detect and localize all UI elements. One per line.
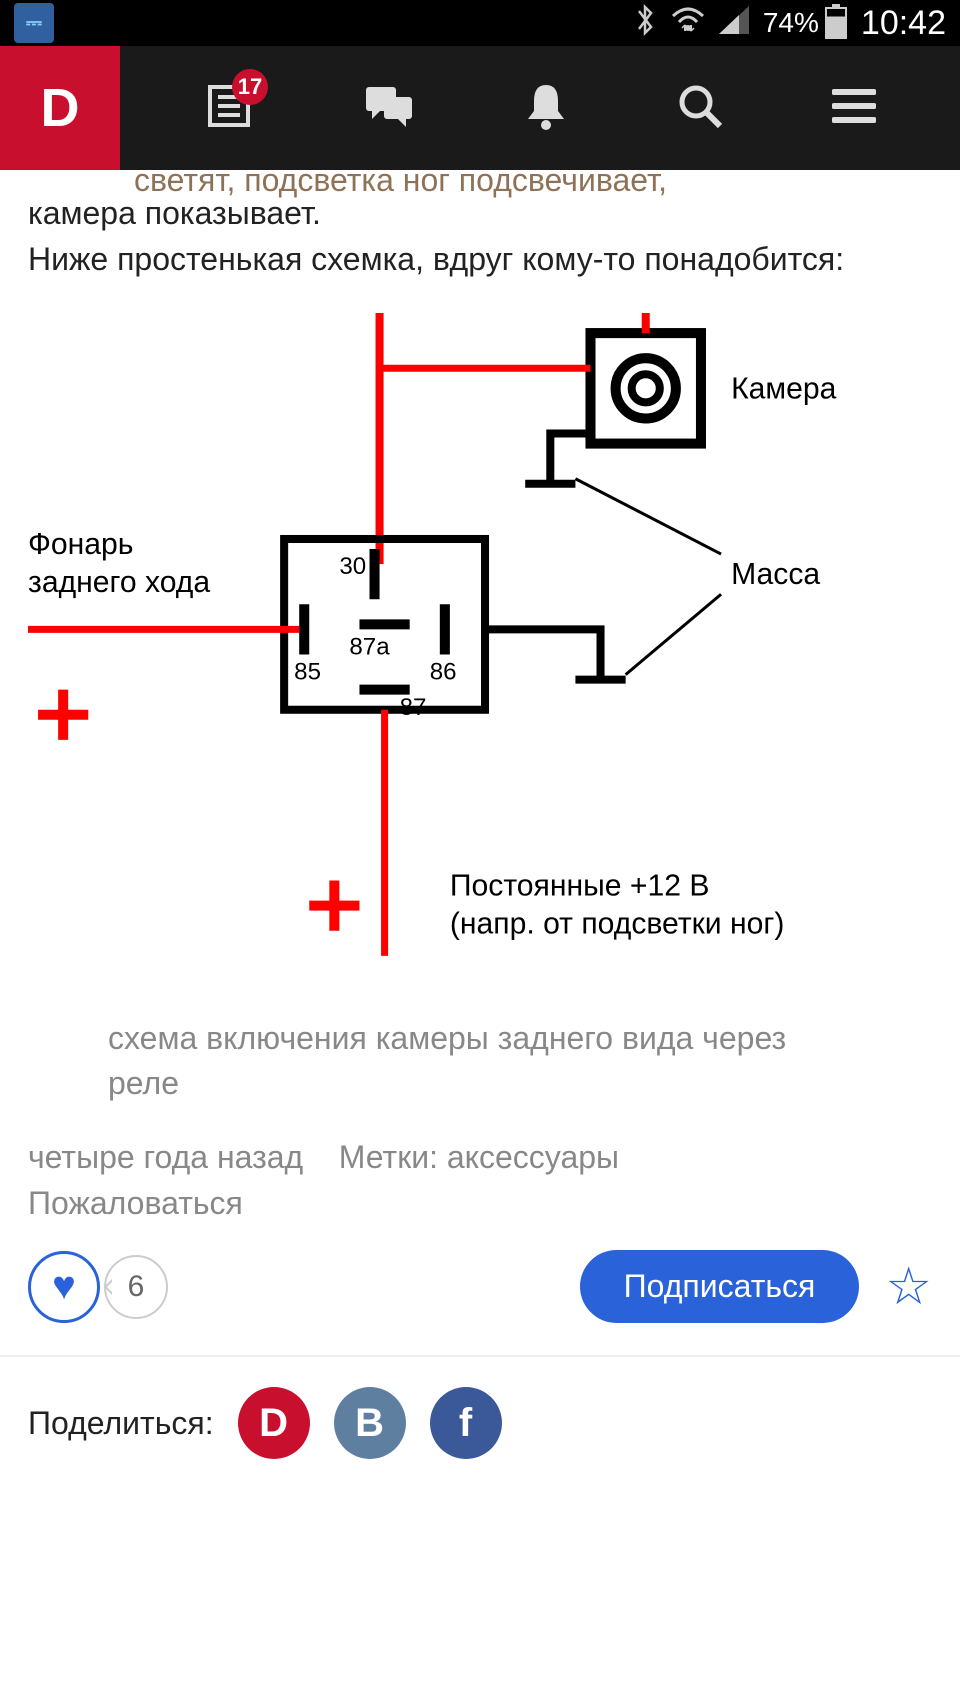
report-link[interactable]: Пожаловаться (28, 1181, 932, 1222)
svg-text:Постоянные +12 В: Постоянные +12 В (450, 869, 710, 902)
app-nav-bar: D 17 (0, 46, 960, 170)
search-icon[interactable] (676, 82, 724, 135)
svg-text:30: 30 (339, 553, 366, 580)
like-button[interactable]: ♥ (28, 1251, 100, 1323)
svg-text:Фонарь: Фонарь (28, 528, 134, 561)
signal-icon (719, 6, 749, 41)
bluetooth-icon (633, 3, 657, 44)
wifi-icon (671, 6, 705, 41)
battery-percent: 74% (763, 7, 819, 39)
share-label: Поделиться: (28, 1405, 214, 1442)
svg-text:87а: 87а (349, 633, 390, 660)
post-actions: ♥ 6 Подписаться ☆ (28, 1222, 932, 1355)
share-drive2-icon[interactable]: D (238, 1387, 310, 1459)
share-vk-icon[interactable]: В (334, 1387, 406, 1459)
share-row: Поделиться: D В f (28, 1357, 932, 1479)
share-facebook-icon[interactable]: f (430, 1387, 502, 1459)
heart-icon: ♥ (52, 1264, 76, 1309)
svg-text:86: 86 (430, 658, 457, 685)
svg-text:(напр. от подсветки ног): (напр. от подсветки ног) (450, 908, 785, 941)
label-camera: Камера (731, 372, 837, 405)
app-logo[interactable]: D (0, 46, 120, 170)
logo-letter: D (41, 77, 80, 139)
post-meta: четыре года назад Метки: аксессуары (28, 1115, 932, 1181)
status-right: 74% 10:42 (633, 3, 946, 44)
status-bar: ⎓ 74% 10:42 (0, 0, 960, 46)
diagram-caption: схема включения камеры заднего вида чере… (28, 1006, 932, 1116)
article-content: камера показывает. Ниже простенькая схем… (0, 170, 960, 1499)
favorite-button[interactable]: ☆ (885, 1257, 932, 1317)
notifications-icon[interactable] (524, 81, 568, 136)
clock: 10:42 (861, 4, 946, 43)
status-left: ⎓ (14, 3, 54, 43)
battery-icon (825, 7, 847, 39)
feed-badge: 17 (232, 69, 268, 105)
svg-text:Масса: Масса (731, 558, 820, 591)
article-line: Ниже простенькая схемка, вдруг кому-то п… (28, 241, 844, 277)
menu-icon[interactable] (832, 88, 876, 129)
circuit-diagram: Камера 30 85 87а 86 87 Фонарь заднего (28, 293, 932, 1016)
tags-label: Метки: (339, 1139, 438, 1175)
feed-icon[interactable]: 17 (204, 81, 254, 136)
svg-text:85: 85 (294, 658, 321, 685)
battery-indicator: 74% (763, 7, 847, 39)
post-time: четыре года назад (28, 1139, 303, 1175)
diagram-svg: Камера 30 85 87а 86 87 Фонарь заднего (28, 313, 932, 996)
svg-text:заднего хода: заднего хода (28, 566, 210, 599)
svg-text:87: 87 (400, 694, 427, 721)
like-count: 6 (104, 1255, 168, 1319)
app-notification-icon: ⎓ (14, 3, 54, 43)
messages-icon[interactable] (362, 83, 416, 134)
tag-link[interactable]: аксессуары (447, 1139, 619, 1175)
subscribe-button[interactable]: Подписаться (580, 1250, 860, 1323)
